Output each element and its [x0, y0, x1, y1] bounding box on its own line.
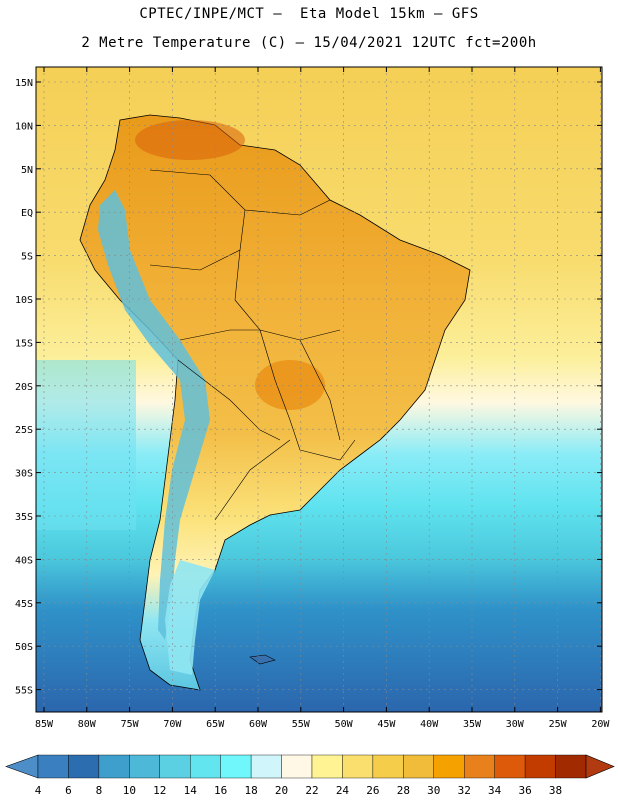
interior-hot-spot	[255, 360, 325, 410]
lon-label: 70W	[163, 719, 182, 730]
colorbar-swatch	[68, 754, 100, 779]
colorbar-swatch	[281, 754, 313, 779]
title-line-2: 2 Metre Temperature (C) – 15/04/2021 12U…	[81, 35, 537, 51]
colorbar-swatch	[342, 754, 374, 779]
venezuela-hot-spot	[135, 120, 245, 160]
colorbar-swatch	[403, 754, 434, 779]
axis-ticks: 15N 10N 5N EQ 5S 10S 15S 20S 25S 30S 35S 40S 45S 50S 5…	[15, 67, 610, 730]
colorbar-swatch	[433, 754, 465, 779]
country-borders	[149, 169, 356, 521]
lat-label: EQ	[21, 208, 33, 219]
lon-label: 80W	[78, 719, 97, 730]
lat-label: 45S	[15, 599, 33, 610]
colorbar-label: 16	[214, 784, 227, 797]
lat-label: 10N	[15, 121, 33, 132]
colorbar-label: 34	[488, 784, 502, 797]
lat-lon-grid	[36, 67, 602, 712]
lat-label: 10S	[15, 295, 33, 306]
colorbar-labels: 4 6 8 10 12 14 16 18 20 22 24 26 28 30 32 34 36 38	[35, 784, 562, 797]
colorbar-label: 24	[336, 784, 350, 797]
colorbar-label: 10	[123, 784, 136, 797]
lon-label: 60W	[249, 719, 268, 730]
patagonia-cool-region	[165, 560, 215, 675]
colorbar-label: 28	[397, 784, 410, 797]
colorbar-swatch	[159, 754, 191, 779]
map-panel: 15N 10N 5N EQ 5S 10S 15S 20S 25S 30S 35S 40S 45S 50S 5…	[15, 66, 610, 730]
colorbar-swatch	[37, 754, 69, 779]
lon-label: 25W	[549, 719, 568, 730]
colorbar-label: 30	[427, 784, 440, 797]
colorbar-swatch	[555, 754, 587, 779]
colorbar-swatch	[494, 754, 526, 779]
lat-label: 5N	[21, 165, 33, 176]
lat-label: 5S	[21, 252, 33, 263]
colorbar-swatch	[98, 754, 130, 779]
lat-label: 15N	[15, 78, 33, 89]
lon-label: 75W	[121, 719, 140, 730]
colorbar-label: 18	[244, 784, 257, 797]
lon-label: 50W	[335, 719, 354, 730]
lat-label: 35S	[15, 512, 33, 523]
colorbar-label: 12	[153, 784, 166, 797]
colorbar-swatch	[129, 754, 160, 779]
title-line-1: CPTEC/INPE/MCT – Eta Model 15km – GFS	[139, 6, 479, 22]
colorbar: 4 6 8 10 12 14 16 18 20 22 24 26 28 30 32 34 36 38	[5, 754, 615, 797]
lon-label: 30W	[506, 719, 525, 730]
colorbar-swatch	[372, 754, 404, 779]
colorbar-swatch	[311, 754, 343, 779]
lat-label: 55S	[15, 686, 33, 697]
lon-label: 65W	[206, 719, 225, 730]
colorbar-label: 20	[275, 784, 288, 797]
lon-label: 35W	[463, 719, 482, 730]
colorbar-label: 36	[518, 784, 531, 797]
pacific-cool-band	[36, 360, 136, 530]
falklands	[249, 654, 276, 665]
andes-cold-strip	[98, 190, 210, 640]
colorbar-swatches	[5, 754, 615, 779]
lat-label: 40S	[15, 555, 33, 566]
lat-label: 20S	[15, 382, 33, 393]
colorbar-swatch	[250, 754, 282, 779]
lon-label: 20W	[591, 719, 610, 730]
colorbar-swatch	[524, 754, 556, 779]
lon-label: 55W	[292, 719, 311, 730]
lon-label: 85W	[35, 719, 54, 730]
lon-label: 40W	[420, 719, 439, 730]
lon-label: 45W	[377, 719, 396, 730]
colorbar-label: 14	[184, 784, 198, 797]
lat-label: 25S	[15, 425, 33, 436]
lat-label: 30S	[15, 469, 33, 480]
colorbar-arrow-left	[5, 754, 39, 779]
colorbar-label: 6	[65, 784, 72, 797]
lat-label: 50S	[15, 642, 33, 653]
lat-label: 15S	[15, 338, 33, 349]
colorbar-label: 26	[366, 784, 379, 797]
colorbar-label: 8	[96, 784, 103, 797]
colorbar-label: 22	[305, 784, 318, 797]
colorbar-label: 38	[549, 784, 562, 797]
colorbar-swatch	[220, 754, 252, 779]
colorbar-label: 32	[458, 784, 471, 797]
colorbar-swatch	[464, 754, 495, 779]
colorbar-label: 4	[35, 784, 42, 797]
colorbar-swatch	[190, 754, 221, 779]
map-frame	[35, 66, 603, 713]
colorbar-arrow-right	[585, 754, 615, 779]
